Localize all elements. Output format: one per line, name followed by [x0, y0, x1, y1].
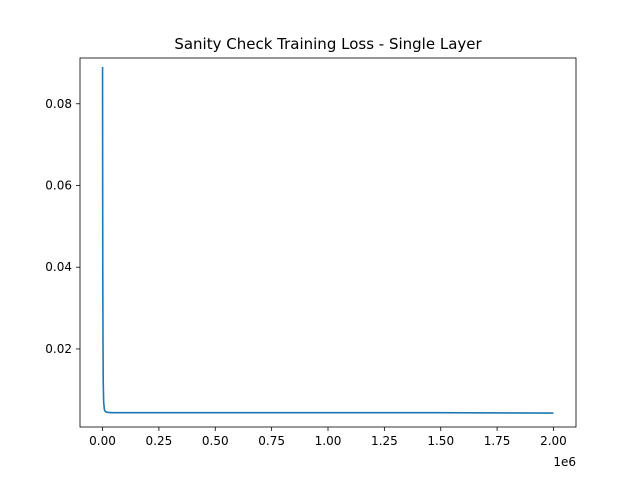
y-tick-label: 0.04 — [45, 260, 72, 274]
x-tick-label: 0.25 — [146, 434, 173, 448]
y-tick-label: 0.06 — [45, 178, 72, 192]
x-tick-label: 0.75 — [258, 434, 285, 448]
y-tick-label: 0.08 — [45, 97, 72, 111]
plot-area: 0.00 0.25 0.50 0.75 1.00 1.25 1.50 1.75 2.00 0.02… — [45, 57, 577, 448]
x-tick-label: 0.50 — [202, 434, 229, 448]
x-tick-label: 0.00 — [89, 434, 116, 448]
series-line-0 — [101, 66, 554, 414]
x-axis-offset-label: 1e6 — [553, 455, 576, 469]
x-tick-label: 1.00 — [315, 434, 342, 448]
chart-title: Sanity Check Training Loss - Single Laye… — [174, 35, 482, 53]
x-tick-label: 1.75 — [484, 434, 511, 448]
x-tick-label: 1.50 — [427, 434, 454, 448]
x-tick-label: 1.25 — [371, 434, 398, 448]
x-tick-label: 2.00 — [540, 434, 567, 448]
axes-frame — [79, 57, 577, 428]
y-tick-label: 0.02 — [45, 342, 72, 356]
